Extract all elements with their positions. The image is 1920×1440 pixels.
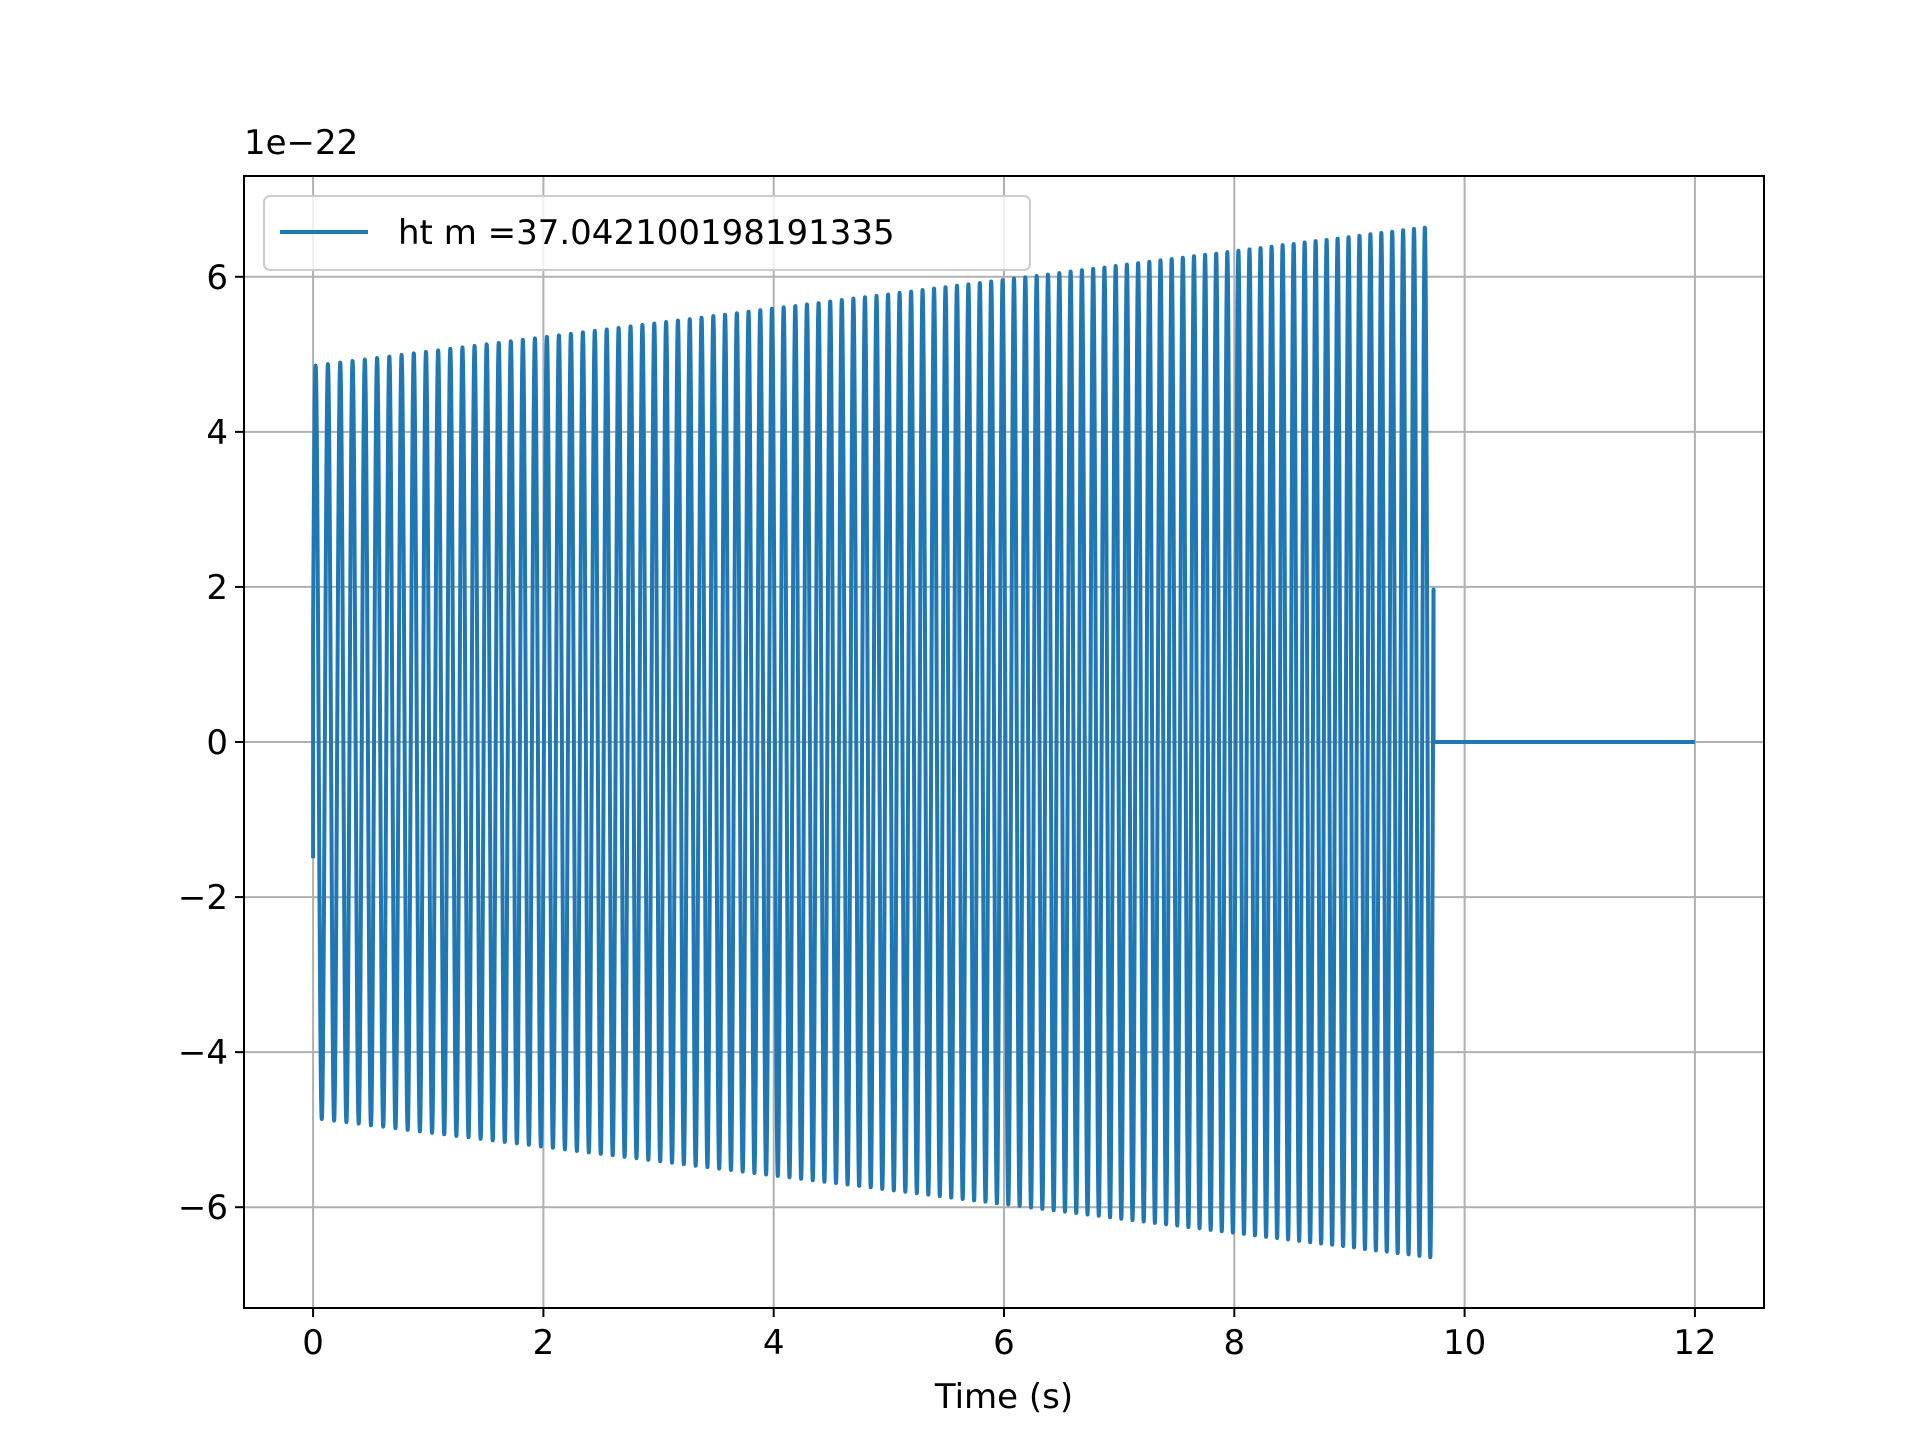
y-tick-label: 4 [206, 413, 228, 453]
x-tick-label: 12 [1673, 1323, 1716, 1363]
y-offset-label: 1e−22 [244, 123, 358, 163]
legend: ht m =37.042100198191335 [263, 195, 1031, 271]
x-axis-label: Time (s) [934, 1377, 1073, 1417]
x-tick-label: 4 [763, 1323, 785, 1363]
legend-label: ht m =37.042100198191335 [398, 213, 895, 253]
legend-box [263, 195, 1031, 271]
y-tick-label: −6 [178, 1188, 228, 1228]
y-tick-label: −2 [178, 878, 228, 918]
x-tick-label: 2 [533, 1323, 555, 1363]
y-tick-label: 0 [206, 723, 228, 763]
y-tick-label: −4 [178, 1033, 228, 1073]
x-tick-label: 10 [1443, 1323, 1486, 1363]
y-tick-label: 6 [206, 258, 228, 298]
x-tick-label: 0 [302, 1323, 324, 1363]
x-tick-label: 8 [1223, 1323, 1245, 1363]
y-tick-label: 2 [206, 568, 228, 608]
ticks: 0 2 4 6 8 10 12 −6 −4 −2 0 2 4 6 [178, 258, 1717, 1363]
series-layer [311, 225, 1695, 1260]
series-line [311, 225, 1695, 1260]
x-tick-label: 6 [993, 1323, 1015, 1363]
